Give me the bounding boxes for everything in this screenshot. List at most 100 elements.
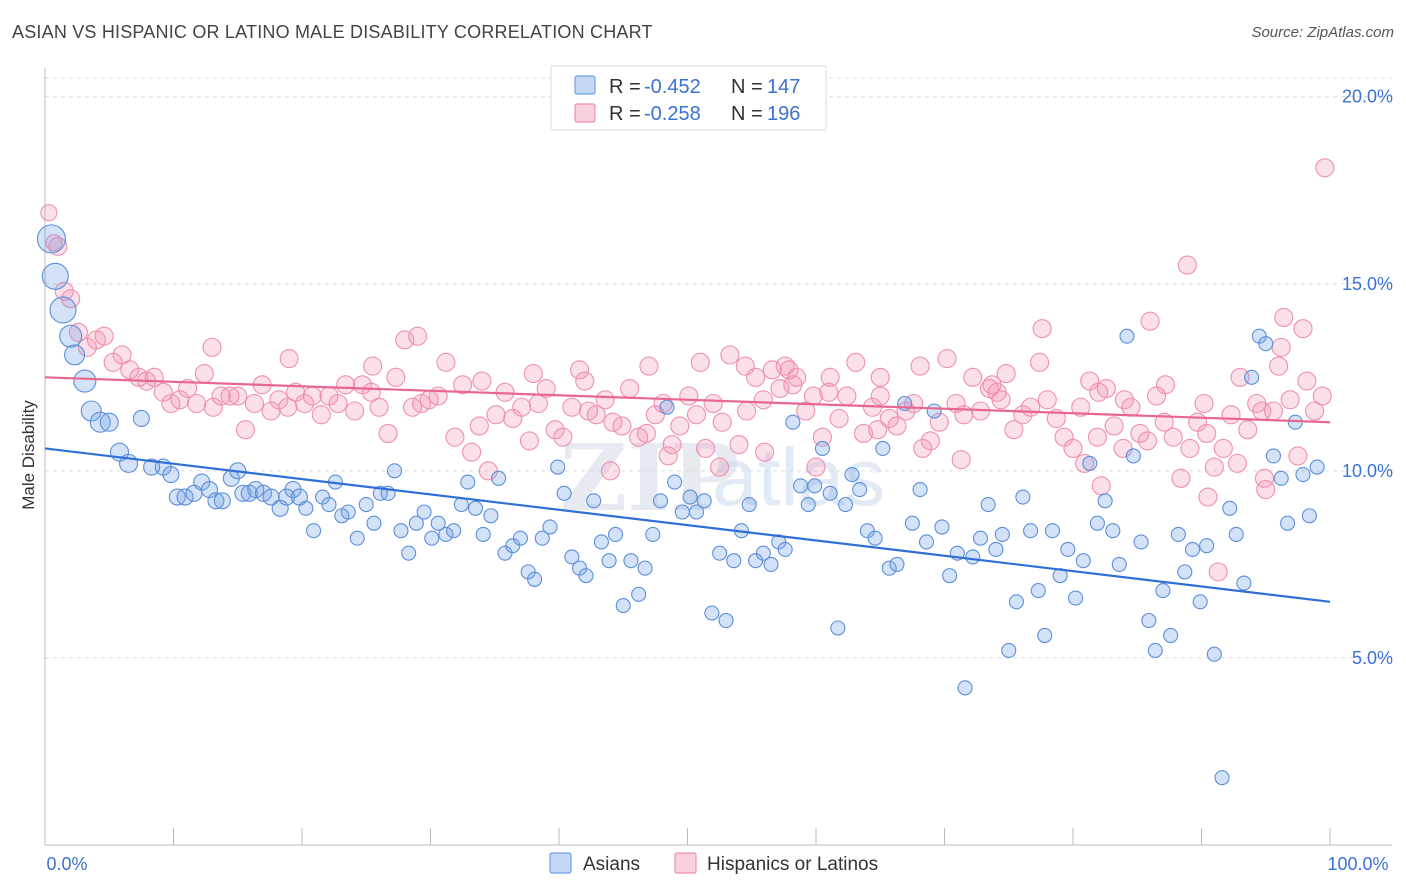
asian-point xyxy=(491,470,507,486)
asian-point xyxy=(601,553,617,569)
asian-point xyxy=(73,369,97,393)
hispanic-point xyxy=(837,386,857,406)
x-tick-label: 100.0% xyxy=(1327,854,1388,874)
asian-point xyxy=(1082,455,1098,471)
asian-point xyxy=(1075,553,1091,569)
hispanic-point xyxy=(1204,457,1224,477)
asian-point xyxy=(542,519,558,535)
asian-point xyxy=(1192,594,1208,610)
asian-point xyxy=(1258,336,1274,352)
asian-point xyxy=(1295,467,1311,483)
asian-point xyxy=(607,526,624,543)
asian-point xyxy=(36,224,66,254)
hispanic-point xyxy=(545,420,565,440)
asian-point xyxy=(1089,515,1105,531)
hispanic-point xyxy=(913,438,933,458)
asian-point xyxy=(1015,489,1031,505)
asian-point xyxy=(667,474,683,490)
hispanic-point xyxy=(235,420,256,440)
hispanic-point xyxy=(336,375,356,395)
hispanic-point xyxy=(445,427,465,447)
asian-trend-line xyxy=(44,447,1331,603)
hispanic-point xyxy=(920,431,940,451)
hispanic-point xyxy=(982,375,1002,395)
hispanic-point xyxy=(670,416,690,436)
asian-point xyxy=(143,458,161,476)
hispanic-point xyxy=(1208,562,1228,582)
asian-point xyxy=(586,493,602,509)
hispanic-point xyxy=(1297,371,1317,391)
asian-point xyxy=(467,500,484,516)
asian-point xyxy=(430,515,446,531)
asian-point xyxy=(475,526,491,543)
hispanic-point xyxy=(735,356,755,376)
y-tick-label: 5.0% xyxy=(1352,648,1393,668)
asian-point xyxy=(988,541,1004,557)
asian-point xyxy=(1030,583,1046,599)
hispanic-point xyxy=(755,442,775,462)
hispanic-point xyxy=(469,416,489,436)
asian-point xyxy=(704,605,720,621)
hispanic-point xyxy=(586,405,606,425)
hispanic-point xyxy=(636,423,656,443)
hispanic-point xyxy=(658,446,678,466)
asian-point xyxy=(1008,594,1025,610)
legend-hispanic-n-label: N = xyxy=(731,103,763,125)
asian-point xyxy=(527,571,543,587)
hispanic-point xyxy=(1269,356,1289,376)
hispanic-point xyxy=(1197,423,1217,443)
asian-point xyxy=(593,534,609,550)
asian-point xyxy=(358,496,374,513)
y-axis-title: Male Disability xyxy=(19,400,38,510)
hispanic-point xyxy=(486,405,506,425)
asian-point xyxy=(957,680,973,696)
asian-point xyxy=(674,504,690,520)
hispanic-point xyxy=(819,382,839,402)
hispanic-point xyxy=(220,386,240,406)
asian-point xyxy=(213,492,231,510)
asian-point xyxy=(994,526,1010,543)
hispanic-point xyxy=(570,360,590,380)
asian-point xyxy=(1170,526,1186,543)
hispanic-point xyxy=(436,352,456,372)
hispanic-point xyxy=(812,427,832,447)
asian-point xyxy=(912,482,928,498)
asian-point xyxy=(1044,523,1060,539)
asian-point xyxy=(49,296,77,324)
asian-point xyxy=(1068,590,1084,606)
asian-point xyxy=(408,515,424,531)
asian-point xyxy=(763,556,779,572)
asian-point xyxy=(306,523,322,539)
hispanic-point xyxy=(1104,416,1124,436)
hispanic-point xyxy=(783,375,803,395)
asian-point xyxy=(483,508,499,524)
asian-point xyxy=(1163,627,1179,644)
asian-point xyxy=(64,344,86,366)
hispanic-point xyxy=(472,371,492,391)
asian-point xyxy=(1133,534,1149,550)
hispanic-point xyxy=(1089,382,1109,402)
asian-point xyxy=(556,485,572,501)
hispanic-point xyxy=(1293,319,1313,339)
hispanic-point xyxy=(369,397,389,417)
asian-point xyxy=(207,492,225,510)
hispanic-point xyxy=(712,412,732,432)
bottom-legend-swatch-asian xyxy=(549,852,572,874)
hispanic-point xyxy=(820,367,840,387)
asian-point xyxy=(918,534,935,550)
hispanic-point xyxy=(244,393,265,414)
asian-point xyxy=(321,496,337,513)
hispanic-point xyxy=(870,386,890,406)
asian-point xyxy=(41,262,69,290)
hispanic-point xyxy=(462,442,482,462)
legend-hispanic-r-label: R = xyxy=(609,103,641,125)
hispanic-point xyxy=(1171,468,1191,488)
hispanic-point xyxy=(1046,408,1066,429)
hispanic-point xyxy=(40,204,58,222)
asian-point xyxy=(741,496,757,513)
asian-point xyxy=(785,414,801,430)
asian-point xyxy=(726,553,742,569)
hispanic-point xyxy=(187,393,207,414)
asian-point xyxy=(578,568,594,584)
